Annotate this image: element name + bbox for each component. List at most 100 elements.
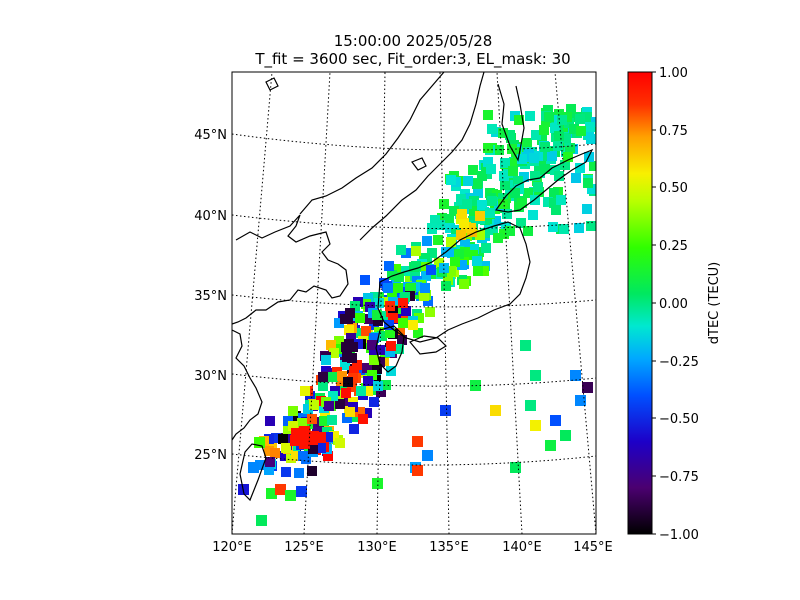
dtec-cell xyxy=(412,436,423,447)
colorbar-tick-label: −0.50 xyxy=(659,412,699,427)
dtec-cell xyxy=(290,435,301,446)
dtec-cell xyxy=(560,430,571,441)
dtec-cell xyxy=(498,199,508,209)
colorbar-ticks xyxy=(652,71,656,535)
dtec-cell xyxy=(356,386,366,396)
dtec-cell xyxy=(470,380,481,391)
dtec-cell xyxy=(550,123,560,133)
dtec-cell xyxy=(473,266,483,276)
dtec-cell xyxy=(254,437,265,448)
coast-north xyxy=(299,72,445,215)
dtec-cell xyxy=(553,141,563,151)
dtec-cell xyxy=(540,164,550,174)
dtec-cell xyxy=(545,440,556,451)
dtec-cell xyxy=(316,443,326,453)
dtec-cell xyxy=(412,465,423,476)
dtec-cell xyxy=(488,225,498,235)
dtec-cell xyxy=(533,182,543,192)
dtec-cell xyxy=(422,236,432,246)
dtec-cell xyxy=(457,209,467,219)
coast-shikoku xyxy=(409,335,447,355)
colorbar-gradient xyxy=(627,71,653,535)
dtec-cell xyxy=(323,451,333,461)
dtec-cell xyxy=(419,291,429,301)
coast-kyushu xyxy=(375,325,405,373)
dtec-cell xyxy=(445,223,455,233)
meridian-120e xyxy=(232,72,273,534)
dtec-cell xyxy=(369,333,379,343)
dtec-cell xyxy=(437,213,447,223)
dtec-cell xyxy=(355,313,365,323)
dtec-cell xyxy=(449,206,459,216)
dtec-cell xyxy=(334,318,344,328)
dtec-cell xyxy=(270,448,280,458)
dtec-cell xyxy=(369,347,379,357)
dtec-cell xyxy=(363,293,373,303)
dtec-cell xyxy=(468,250,478,260)
dtec-cell xyxy=(408,320,418,330)
dtec-cell xyxy=(372,310,382,320)
dtec-cell xyxy=(530,195,540,205)
dtec-cell xyxy=(348,342,358,352)
dtec-cell xyxy=(557,115,567,125)
dtec-cell xyxy=(569,124,579,134)
dtec-cell xyxy=(525,111,535,121)
dtec-cell xyxy=(420,283,430,293)
dtec-cell xyxy=(468,165,478,175)
dtec-cell xyxy=(511,147,521,157)
lat-label-30: 30°N xyxy=(194,369,227,384)
dtec-cell xyxy=(570,370,581,381)
dtec-cell xyxy=(554,131,564,141)
dtec-cell xyxy=(386,341,396,351)
dtec-cell xyxy=(342,352,352,362)
dtec-cell xyxy=(487,196,497,206)
dtec-cell xyxy=(420,253,430,263)
dtec-cell xyxy=(456,230,466,240)
dtec-cell xyxy=(388,313,398,323)
dtec-cell xyxy=(440,405,451,416)
dtec-cell xyxy=(559,224,569,234)
dtec-cell xyxy=(469,196,479,206)
title-line-2: T_fit = 3600 sec, Fit_order:3, EL_mask: … xyxy=(254,50,570,69)
dtec-cell xyxy=(370,292,380,302)
dtec-cell xyxy=(523,188,533,198)
dtec-cell xyxy=(265,457,275,467)
dtec-cell xyxy=(396,245,406,255)
dtec-cell xyxy=(400,292,410,302)
dtec-cell xyxy=(395,328,405,338)
dtec-cell xyxy=(318,372,328,382)
colorbar-tick-label: 0.00 xyxy=(659,297,688,312)
dtec-cell xyxy=(372,478,383,489)
dtec-cell xyxy=(486,164,496,174)
dtec-cell xyxy=(300,386,310,396)
dtec-cell xyxy=(336,379,346,389)
dtec-cell xyxy=(340,314,350,324)
dtec-cell xyxy=(422,450,433,461)
dtec-cell xyxy=(492,190,502,200)
dtec-cell xyxy=(420,262,430,272)
dtec-cell xyxy=(589,161,596,171)
dtec-cell xyxy=(307,466,317,476)
colorbar-label: dTEC (TECU) xyxy=(707,262,722,345)
dtec-cell xyxy=(337,371,347,381)
dtec-cell xyxy=(281,443,291,453)
dtec-cell xyxy=(398,318,408,328)
dtec-cell xyxy=(550,165,560,175)
dtec-cell xyxy=(385,301,395,311)
coast-hokkaido xyxy=(494,148,594,213)
dtec-cell xyxy=(522,138,532,148)
dtec-cells xyxy=(238,104,596,526)
dtec-cell xyxy=(494,145,504,155)
dtec-cell xyxy=(349,366,359,376)
dtec-cell xyxy=(324,401,334,411)
dtec-cell xyxy=(483,143,493,153)
dtec-cell xyxy=(554,109,564,119)
dtec-cell xyxy=(360,275,370,285)
dtec-cell xyxy=(544,112,554,122)
dtec-cell xyxy=(549,198,559,208)
dtec-cell xyxy=(529,153,539,163)
dtec-cell xyxy=(377,331,387,341)
dtec-cell xyxy=(473,188,483,198)
dtec-cell xyxy=(439,263,449,273)
dtec-cell xyxy=(446,175,456,185)
